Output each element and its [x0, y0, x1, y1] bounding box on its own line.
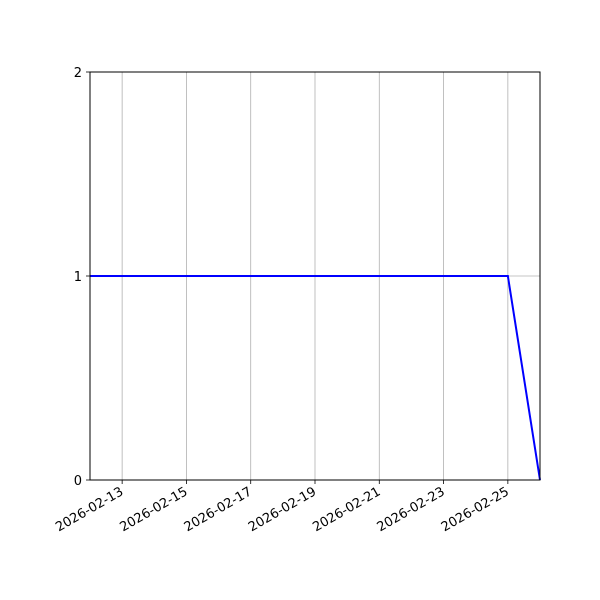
- y-tick-label: 2: [74, 66, 82, 81]
- x-axis: 2026-02-132026-02-152026-02-172026-02-19…: [53, 480, 512, 535]
- x-tick-label: 2026-02-13: [53, 484, 126, 535]
- x-tick-label: 2026-02-21: [310, 484, 383, 535]
- x-tick-label: 2026-02-17: [182, 484, 255, 535]
- y-tick-label: 0: [74, 474, 82, 489]
- series-line: [90, 275, 541, 481]
- series: [90, 275, 541, 481]
- x-tick-label: 2026-02-19: [246, 484, 319, 535]
- x-tick-label: 2026-02-15: [117, 484, 190, 535]
- y-axis: 0 1 2: [74, 66, 90, 489]
- y-tick-label: 1: [74, 270, 82, 285]
- x-tick-label: 2026-02-25: [439, 484, 512, 535]
- x-tick-label: 2026-02-23: [375, 484, 448, 535]
